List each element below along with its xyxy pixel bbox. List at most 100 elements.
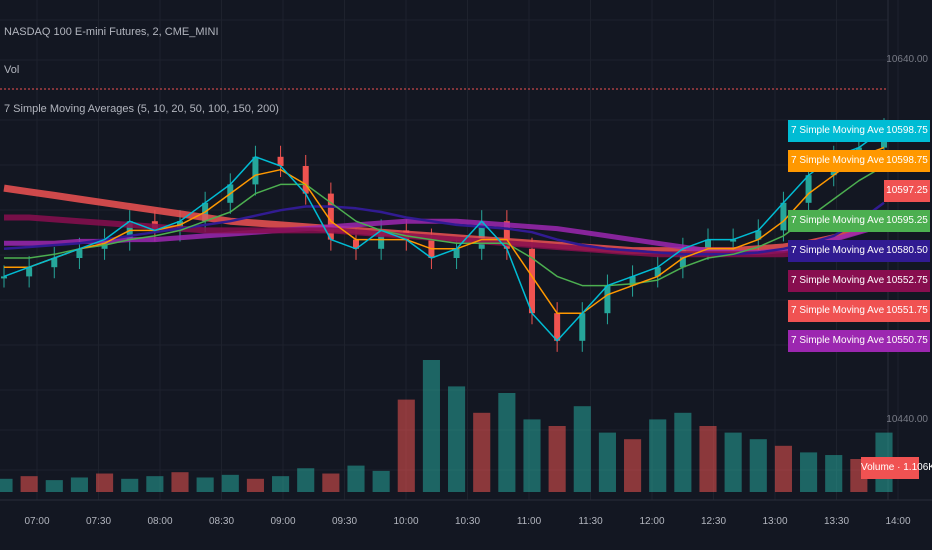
time-tick-label: 07:00 (24, 516, 50, 527)
sma-line-4 (3, 201, 885, 256)
legend-tag-name: 7 Simple Moving Averages:Plot (788, 150, 904, 172)
candle-body (26, 267, 33, 277)
legend-tag-value: 10552.75 (884, 270, 930, 292)
volume-bar (573, 406, 591, 492)
time-tick-label: 09:30 (331, 516, 358, 527)
volume-bar (171, 472, 189, 492)
legend-tag-value: 10598.75 (884, 150, 930, 172)
volume-bar (221, 474, 239, 492)
candle-body (780, 202, 787, 231)
time-tick-label: 08:00 (147, 516, 173, 527)
time-tick-label: 09:00 (270, 516, 296, 527)
volume-bar (422, 360, 440, 492)
volume-bar (724, 432, 742, 492)
volume-bar (774, 445, 792, 492)
time-tick-label: 13:30 (823, 516, 850, 527)
volume-bar (70, 477, 88, 492)
volume-bar (825, 455, 843, 492)
candle-body (554, 313, 561, 341)
volume-bar (45, 480, 63, 492)
candle-body (252, 156, 259, 185)
volume-bar (548, 426, 566, 492)
time-tick-label: 11:30 (578, 516, 603, 527)
volume-bar (246, 478, 264, 492)
legend-tag-name: 7 Simple Moving Averages:Plot (788, 240, 904, 262)
legend-tag-name: 7 Simple Moving Averages:Plot (788, 300, 904, 322)
candle-body (353, 239, 359, 249)
time-tick-label: 10:00 (393, 516, 419, 527)
volume-bar (322, 473, 340, 492)
candle-body (76, 248, 83, 258)
time-tick-label: 14:00 (885, 516, 911, 527)
time-tick-label: 12:30 (700, 516, 727, 527)
volume-bar (272, 476, 290, 492)
candle-body (51, 258, 58, 268)
time-tick-label: 11:00 (516, 516, 542, 527)
volume-bar (624, 439, 642, 492)
candle-body (503, 221, 510, 249)
volume-bar (749, 439, 767, 492)
candle-body (529, 248, 535, 314)
volume-bar (146, 476, 164, 492)
legend-tag-value: 10597.25 (884, 180, 930, 202)
volume-bar (649, 419, 667, 492)
volume-bar (800, 452, 818, 492)
candle-body (101, 239, 108, 249)
time-tick-label: 12:00 (639, 516, 665, 527)
legend-tag-value: 10550.75 (884, 330, 930, 352)
volume-bar (20, 476, 38, 492)
legend-tag-name: 7 Simple Moving Averages:Plot (788, 210, 904, 232)
legend-tag-value: 10580.50 (884, 240, 930, 262)
sma-line-2 (4, 146, 885, 314)
volume-bar (372, 470, 390, 492)
time-tick-label: 07:30 (85, 516, 112, 527)
candle-body (302, 166, 309, 194)
volume-bar (0, 478, 13, 492)
vol-pane-label[interactable]: Vol (4, 64, 20, 76)
volume-bar (96, 473, 114, 492)
legend-tag-name: 7 Simple Moving Averages:Plot (788, 120, 904, 142)
candle-body (478, 221, 485, 249)
candle-body (453, 248, 460, 258)
candle-body (705, 239, 711, 249)
candle-body (654, 267, 661, 277)
candle-body (730, 239, 737, 242)
candle-body (629, 276, 636, 286)
volume-tag: Volume · 1.106K (861, 457, 932, 479)
candle-body (805, 175, 812, 203)
price-axis-top: 10640.00 (886, 54, 928, 65)
volume-bar (196, 477, 214, 492)
candle-body (579, 313, 586, 341)
symbol-title[interactable]: NASDAQ 100 E-mini Futures, 2, CME_MINI (4, 26, 219, 38)
legend-tag-value: 10595.25 (884, 210, 930, 232)
volume-bar (448, 386, 466, 492)
sma-line-3 (4, 165, 885, 287)
candle-body (755, 230, 762, 240)
volume-bar (397, 399, 415, 492)
time-tick-label: 10:30 (454, 516, 481, 527)
volume-bar (674, 412, 692, 492)
volume-bar (498, 393, 516, 492)
sma-line-1 (3, 128, 885, 342)
candle-body (604, 285, 611, 314)
time-tick-label: 13:00 (762, 516, 788, 527)
time-tick-label: 08:30 (208, 516, 235, 527)
volume-bar (297, 468, 315, 492)
volume-bar (598, 432, 616, 492)
volume-bar (473, 412, 491, 492)
price-axis-low: 10440.00 (886, 414, 928, 425)
legend-tag-value: 10551.75 (884, 300, 930, 322)
volume-bar (523, 419, 541, 492)
volume-bar (347, 465, 365, 492)
indicator-label[interactable]: 7 Simple Moving Averages (5, 10, 20, 50,… (4, 103, 279, 115)
volume-bar (121, 478, 139, 492)
legend-tag-name: 7 Simple Moving Averages:Plot (788, 270, 904, 292)
candle-body (277, 156, 284, 166)
legend-tag-name: 7 Simple Moving Averages:Plot (788, 330, 904, 352)
candle-body (1, 276, 7, 279)
legend-tag-value: 10598.75 (884, 120, 930, 142)
volume-bar (699, 426, 717, 492)
candle-body (327, 193, 334, 240)
